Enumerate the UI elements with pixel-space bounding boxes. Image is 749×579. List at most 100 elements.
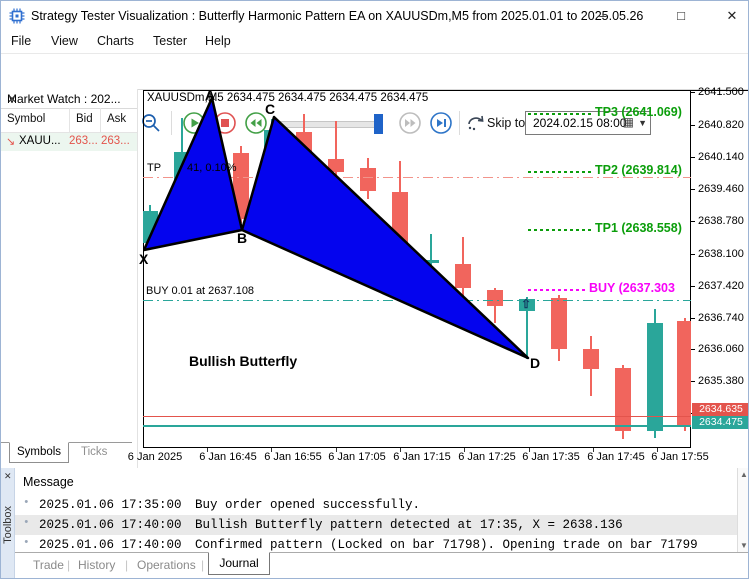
repeat-icon[interactable] [464,111,488,135]
time-axis-label: 6 Jan 17:35 [522,451,580,463]
time-axis-label: 6 Jan 16:45 [199,451,257,463]
price-axis-tick [691,221,695,222]
candle-body [328,159,344,172]
chart-canvas[interactable]: TP3 (2641.069) TP2 (2639.814) TP1 (2638.55… [143,90,691,448]
maximize-button[interactable]: □ [677,8,685,23]
chart-plot-border [143,90,691,448]
price-tag: 2634.475 [692,416,748,429]
column-divider [100,108,101,146]
candle-body [647,323,663,431]
menu-file[interactable]: File [11,34,32,48]
price-axis-tick [691,381,695,382]
menu-tester[interactable]: Tester [153,34,188,48]
journal-time: 2025.01.06 17:35:00 [39,498,182,512]
chevron-down-icon[interactable]: ▼ [638,118,647,128]
rewind-icon[interactable] [244,111,268,135]
level-line [528,113,593,115]
candle-body [615,368,631,431]
symbol-row[interactable]: ↘ XAUU... 263... 263... [1,133,137,151]
price-axis-label: 2637.420 [698,280,744,292]
skip-to-date-select[interactable]: 2024.02.15 08:00 ▦ ▼ [525,111,651,135]
toolbar-separator [459,111,460,135]
candle-body [677,321,691,426]
table-divider [1,132,137,133]
time-axis-label: 6 Jan 17:25 [458,451,516,463]
bullet-icon: • [23,537,30,549]
price-axis-tick [691,413,695,414]
minimize-button[interactable]: – [599,8,607,23]
tab-ticks[interactable]: Ticks [81,446,108,458]
speed-slider-handle[interactable] [374,114,383,134]
skip-to-end-icon[interactable] [429,111,453,135]
toolbox-strip: ✕ Toolbox [1,468,15,578]
toolbox-close-icon[interactable]: ✕ [4,471,12,481]
tab-trade[interactable]: Trade [33,558,64,572]
time-axis-label: 6 Jan 17:15 [393,451,451,463]
title-bar: Strategy Tester Visualization : Butterfl… [1,1,748,31]
candle-wick [430,234,432,292]
candle-body [455,264,471,288]
price-axis-tick [691,157,695,158]
market-watch-close-icon[interactable]: ✕ [7,92,18,106]
price-axis-label: 2639.460 [698,183,744,195]
price-axis-label: 2638.780 [698,215,744,227]
price-axis-label: 2636.740 [698,312,744,324]
fast-forward-icon[interactable] [398,111,422,135]
tab-journal[interactable]: Journal [208,552,270,575]
candle-body [519,299,535,311]
time-axis-label: 6 Jan 16:55 [264,451,322,463]
bid-cell: 263... [69,135,98,147]
column-symbol[interactable]: Symbol [7,113,46,125]
price-axis-label: 2635.380 [698,375,744,387]
time-axis-tick [464,448,465,452]
level-label: TP3 (2641.069) [595,105,682,119]
bullet-icon: • [23,497,30,509]
price-axis-tick [691,318,695,319]
ask-cell: 263... [101,135,130,147]
menu-help[interactable]: Help [205,34,231,48]
dash-dot-line [143,177,691,178]
toolbox-strip-label: Toolbox [2,506,14,544]
scroll-up-icon[interactable]: ▲ [740,470,748,479]
bullet-icon: • [23,517,30,529]
price-axis-tick [691,286,695,287]
price-axis-tick [691,349,695,350]
journal-row[interactable]: • 2025.01.06 17:40:00 Confirmed pattern … [15,535,738,555]
price-axis-tick [691,125,695,126]
menu-charts[interactable]: Charts [97,34,134,48]
time-axis-tick [336,448,337,452]
tab-symbols[interactable]: Symbols [9,442,69,463]
calendar-icon: ▦ [622,115,634,129]
message-column-header[interactable]: Message [23,475,74,489]
price-axis-label: 2640.820 [698,119,744,131]
column-bid[interactable]: Bid [76,113,93,125]
journal-message: Confirmed pattern (Locked on bar 71798).… [195,538,698,552]
close-button[interactable]: ✕ [726,8,738,23]
candle-wick [526,297,528,359]
market-watch-title: Market Watch : 202... [7,92,121,106]
tab-separator: | [125,558,129,572]
journal-scrollbar[interactable]: ▲ ▼ [737,468,748,552]
column-ask[interactable]: Ask [107,113,127,125]
time-axis-tick [593,448,594,452]
journal-time: 2025.01.06 17:40:00 [39,538,182,552]
time-axis-tick [207,448,208,452]
price-tag: 2634.635 [692,403,748,416]
window-title: Strategy Tester Visualization : Butterfl… [31,9,644,23]
journal-time: 2025.01.06 17:40:00 [39,518,182,532]
scroll-down-icon[interactable]: ▼ [740,541,748,550]
journal-row[interactable]: • 2025.01.06 17:40:00 Bullish Butterfly … [15,515,738,535]
price-axis-label: 2640.140 [698,151,744,163]
toolbar: Skip to 2024.02.15 08:00 ▦ ▼ [1,53,748,136]
menu-bar: File View Charts Tester Help [1,31,748,54]
menu-view[interactable]: View [51,34,78,48]
tab-history[interactable]: History [78,558,116,572]
journal-row[interactable]: • 2025.01.06 17:35:00 Buy order opened s… [15,495,738,515]
level-label: TP2 (2639.814) [595,163,682,177]
time-axis-tick [657,448,658,452]
tab-operations[interactable]: Operations [137,558,196,572]
candle-body [360,168,376,191]
price-axis-tick [691,189,695,190]
level-line [528,229,593,231]
